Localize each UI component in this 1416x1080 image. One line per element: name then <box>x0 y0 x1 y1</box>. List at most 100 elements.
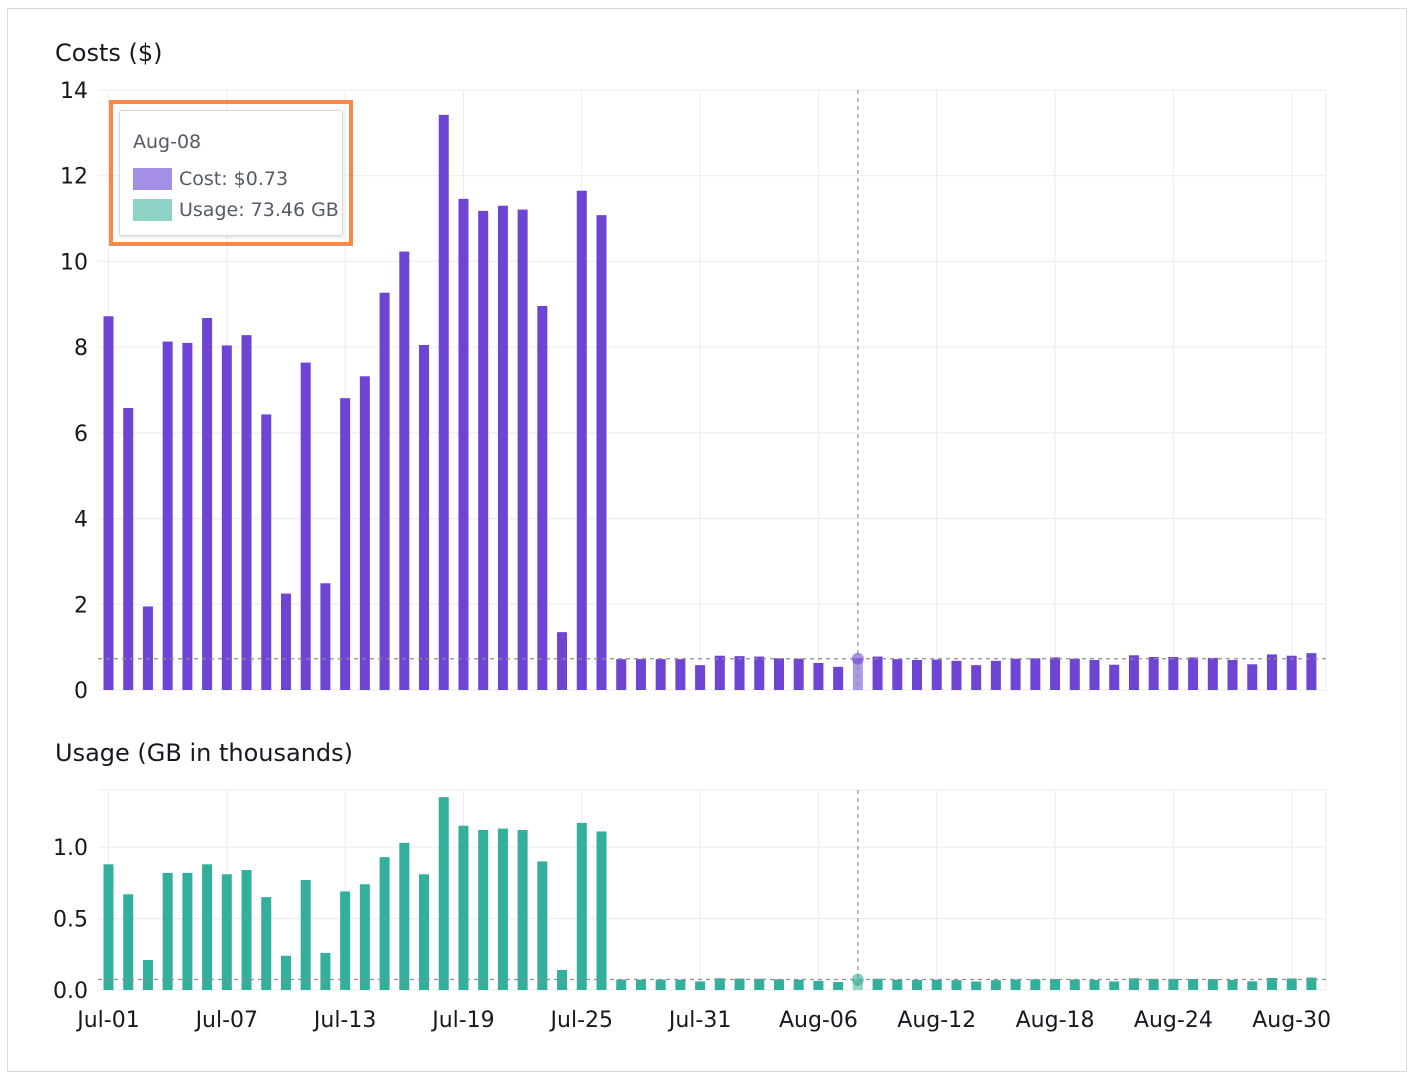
cost-bar[interactable] <box>1207 657 1218 690</box>
usage-bar[interactable] <box>379 857 390 990</box>
cost-bar[interactable] <box>754 656 765 690</box>
cost-bar[interactable] <box>931 659 942 690</box>
cost-bar[interactable] <box>280 593 291 690</box>
usage-bar[interactable] <box>221 874 232 990</box>
usage-bar[interactable] <box>537 861 548 990</box>
usage-bar[interactable] <box>1286 978 1297 990</box>
usage-bar[interactable] <box>458 825 469 990</box>
usage-bar[interactable] <box>241 870 252 990</box>
cost-bar[interactable] <box>182 342 193 690</box>
cost-bar[interactable] <box>261 414 272 690</box>
cost-bar[interactable] <box>1286 655 1297 690</box>
usage-bar[interactable] <box>103 864 114 990</box>
cost-bar[interactable] <box>438 114 449 691</box>
usage-bar[interactable] <box>182 872 193 990</box>
usage-bar[interactable] <box>1188 979 1199 990</box>
cost-bar[interactable] <box>202 318 213 690</box>
usage-bar[interactable] <box>1168 978 1179 990</box>
usage-bar[interactable] <box>1069 979 1080 990</box>
usage-bar[interactable] <box>734 978 745 990</box>
cost-chart[interactable]: 0 2 4 6 8 10 12 14 <box>60 79 1327 704</box>
usage-bar[interactable] <box>1247 981 1258 990</box>
cost-bar[interactable] <box>813 663 824 690</box>
usage-bar[interactable] <box>1148 978 1159 990</box>
cost-bar[interactable] <box>714 655 725 690</box>
usage-bar[interactable] <box>399 842 410 990</box>
cost-bar[interactable] <box>892 659 903 690</box>
usage-bar[interactable] <box>438 797 449 990</box>
usage-bar[interactable] <box>1089 979 1100 990</box>
cost-bar[interactable] <box>675 659 686 690</box>
usage-bar[interactable] <box>596 831 607 990</box>
cost-bar[interactable] <box>1109 664 1120 690</box>
usage-bar[interactable] <box>1207 979 1218 990</box>
cost-bar[interactable] <box>1148 657 1159 690</box>
usage-bar[interactable] <box>931 979 942 990</box>
cost-bar[interactable] <box>537 306 548 690</box>
cost-bar[interactable] <box>517 209 528 691</box>
cost-bar[interactable] <box>379 292 390 690</box>
usage-bar[interactable] <box>655 979 666 990</box>
cost-bar[interactable] <box>793 658 804 690</box>
usage-bar[interactable] <box>813 980 824 990</box>
usage-bar[interactable] <box>872 978 883 990</box>
cost-bar[interactable] <box>340 398 351 690</box>
usage-bar[interactable] <box>971 981 982 990</box>
usage-bar[interactable] <box>320 952 331 990</box>
usage-bar[interactable] <box>793 979 804 990</box>
usage-bar[interactable] <box>340 891 351 990</box>
cost-bar[interactable] <box>399 251 410 691</box>
usage-bar[interactable] <box>912 979 923 990</box>
usage-bar[interactable] <box>754 978 765 990</box>
cost-bar[interactable] <box>1247 664 1258 690</box>
usage-bar[interactable] <box>833 982 844 990</box>
cost-bar[interactable] <box>1266 654 1277 690</box>
cost-bar[interactable] <box>1128 655 1139 690</box>
usage-bar[interactable] <box>576 822 587 990</box>
usage-bar[interactable] <box>123 894 134 990</box>
usage-bar[interactable] <box>1109 981 1120 990</box>
usage-bar[interactable] <box>892 979 903 990</box>
usage-bar[interactable] <box>1306 977 1317 990</box>
cost-bar[interactable] <box>458 198 469 690</box>
cost-bar[interactable] <box>773 658 784 690</box>
cost-bar[interactable] <box>221 345 232 690</box>
cost-bar[interactable] <box>635 659 646 690</box>
cost-bar[interactable] <box>123 408 134 690</box>
cost-bar[interactable] <box>912 660 923 690</box>
cost-bar[interactable] <box>576 190 587 690</box>
cost-bar[interactable] <box>419 345 430 690</box>
cost-bar[interactable] <box>142 606 153 690</box>
cost-bar[interactable] <box>300 362 311 690</box>
usage-bar[interactable] <box>616 979 627 990</box>
usage-bar[interactable] <box>517 830 528 990</box>
cost-bar[interactable] <box>695 665 706 690</box>
usage-bar[interactable] <box>990 980 1001 990</box>
usage-bar[interactable] <box>714 978 725 990</box>
usage-bar[interactable] <box>773 979 784 990</box>
cost-bar[interactable] <box>478 210 489 690</box>
usage-bar[interactable] <box>951 980 962 990</box>
usage-bar[interactable] <box>635 979 646 990</box>
usage-bar[interactable] <box>162 872 173 990</box>
cost-bar[interactable] <box>1089 660 1100 690</box>
cost-bar[interactable] <box>359 376 370 690</box>
usage-bar[interactable] <box>359 884 370 990</box>
usage-bar[interactable] <box>419 874 430 990</box>
cost-bar[interactable] <box>1069 658 1080 690</box>
usage-bar[interactable] <box>261 897 272 990</box>
cost-bar[interactable] <box>655 659 666 690</box>
usage-bar[interactable] <box>478 830 489 990</box>
cost-bar[interactable] <box>1306 653 1317 690</box>
cost-bar[interactable] <box>557 632 568 690</box>
usage-bar[interactable] <box>300 880 311 990</box>
cost-bar[interactable] <box>1010 658 1021 690</box>
cost-bar[interactable] <box>971 665 982 690</box>
cost-bar[interactable] <box>1168 657 1179 690</box>
usage-bar[interactable] <box>142 960 153 990</box>
cost-bar[interactable] <box>1227 660 1238 690</box>
cost-bar[interactable] <box>241 335 252 690</box>
cost-bar[interactable] <box>990 660 1001 690</box>
cost-bar[interactable] <box>734 656 745 690</box>
cost-bar[interactable] <box>1188 657 1199 690</box>
